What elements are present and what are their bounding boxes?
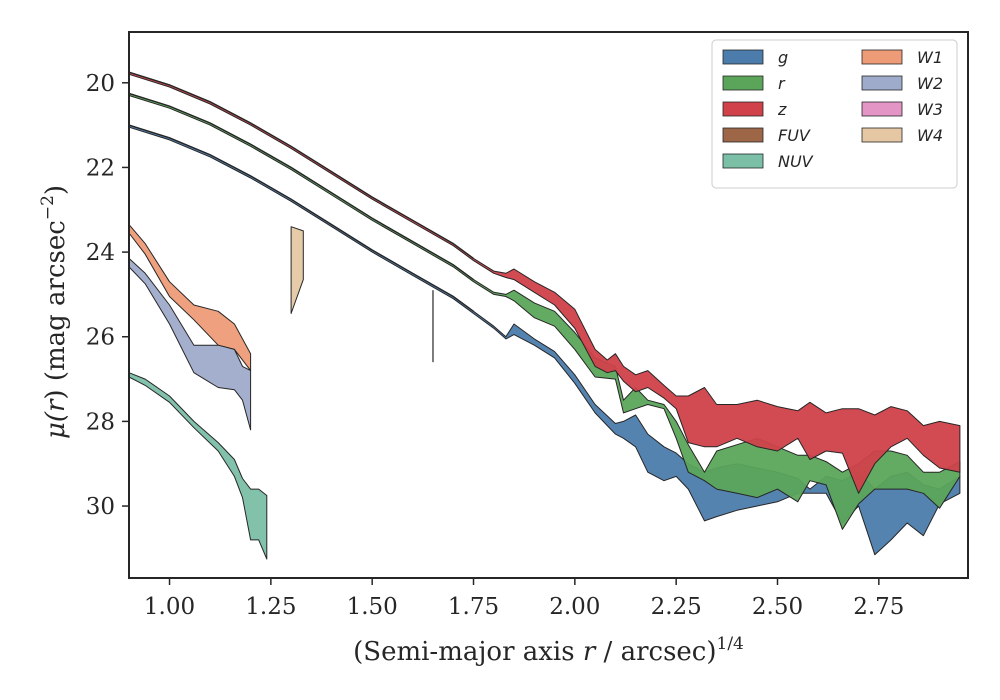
x-axis-title-pre: (Semi-major axis [353,637,583,667]
band-r [128,92,961,530]
y-axis-title-sup: −2 [38,195,58,220]
legend-label-w4: W4 [917,126,943,145]
y-axis-title-close: ) [41,185,71,195]
band-z [128,71,961,494]
x-axis-title-sup: 1/4 [717,634,744,654]
legend-label-nuv: NUV [778,152,814,171]
x-axis: 1.00 1.25 1.50 1.75 2.00 2.25 2.50 2.75 [144,578,904,620]
profile-line-2 [128,92,474,281]
legend-label-r: r [778,74,786,93]
legend-label-fuv: FUV [778,126,811,145]
x-tick-label: 2.50 [752,594,803,620]
profile-line-3 [128,124,474,312]
x-axis-title: (Semi-major axis r / arcsec)1/4 [353,634,744,667]
y-axis-title-var: r [41,398,71,412]
legend-label-w1: W1 [917,48,943,67]
y-tick-label: 28 [86,409,115,435]
band-w4 [290,226,304,314]
x-tick-label: 1.50 [347,594,398,620]
x-tick-label: 2.00 [549,594,600,620]
legend-swatch-w1 [861,49,903,65]
legend-swatch-r [722,75,764,91]
y-tick-label: 22 [86,155,115,181]
legend-label-w2: W2 [917,74,943,93]
legend-swatch-g [722,49,764,65]
y-tick-label: 26 [86,325,115,351]
legend-label-g: g [778,48,788,67]
profile-line-1 [128,71,474,259]
legend-swatch-w4 [861,127,903,143]
legend-swatch-nuv [722,153,764,169]
x-axis-title-post: / arcsec) [595,637,716,667]
x-tick-label: 1.25 [245,594,296,620]
x-axis-title-var: r [583,637,597,667]
legend-label-z: z [777,100,787,119]
bands-layer [128,71,961,560]
band-w2 [128,257,252,431]
y-axis-title-pre: μ( [41,411,71,439]
x-tick-label: 1.00 [144,594,195,620]
x-tick-label: 2.25 [651,594,702,620]
y-tick-label: 30 [86,494,115,520]
legend-swatch-w2 [861,75,903,91]
x-tick-label: 2.75 [853,594,904,620]
x-tick-label: 1.75 [448,594,499,620]
y-tick-label: 20 [86,71,115,97]
y-tick-label: 24 [86,240,115,266]
profiles-layer [128,71,474,312]
legend-swatch-z [722,101,764,117]
legend-swatch-w3 [861,101,903,117]
plot-frame [128,31,969,579]
legend-label-w3: W3 [917,100,943,119]
band-nuv [128,372,268,560]
legend-swatch-fuv [722,127,764,143]
band-g [128,124,961,556]
legend: grz FUV NUV W1 W2 W3 W4 [711,39,958,189]
y-axis-title-post: ) (mag arcsec [41,220,71,399]
y-axis-title: μ(r) (mag arcsec−2) [38,185,71,439]
y-axis: 20 22 24 26 28 30 [86,71,129,520]
